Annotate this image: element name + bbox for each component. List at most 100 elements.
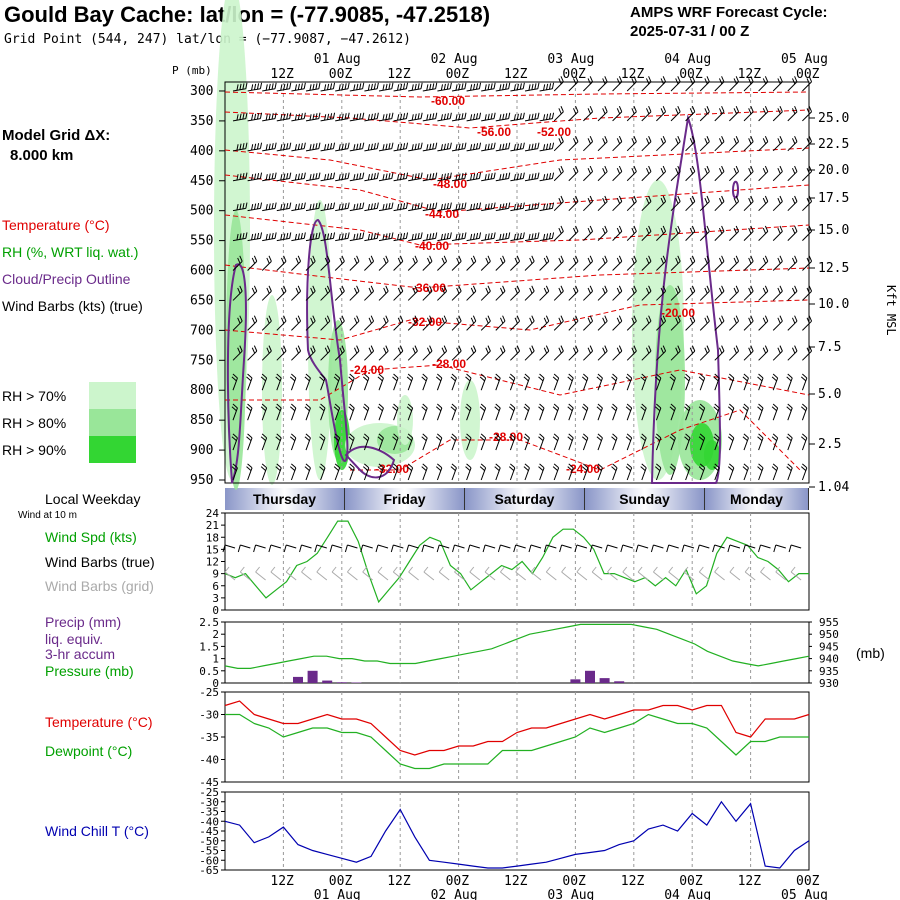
wind-barb-flag: [735, 285, 740, 292]
wind-barb-shaft: [305, 377, 311, 391]
wind-barb-shaft: [291, 118, 305, 122]
wind-barb-flag: [589, 76, 594, 82]
rh-shading: [262, 295, 282, 485]
wind-barb-flag: [543, 257, 548, 264]
wind-barb-flag: [618, 255, 623, 262]
wind-barb-shaft: [495, 437, 501, 451]
wind-barb-shaft: [247, 237, 261, 242]
wind-barb: [539, 202, 555, 212]
wind-barb-flag: [779, 345, 783, 352]
wind-barb: [670, 106, 681, 122]
wind-barb-flag: [777, 197, 781, 204]
wind-barb-flag: [280, 144, 283, 151]
wind-barb-flag: [602, 167, 606, 174]
wind-barb: [641, 135, 652, 152]
wind-barb-flag: [326, 285, 331, 292]
wind-barb-flag: [260, 406, 266, 412]
wind-barb-flag: [510, 403, 516, 409]
wind-barb-flag: [332, 82, 336, 89]
wind-barb-flag: [356, 113, 359, 120]
wind-barb-shaft: [787, 201, 798, 212]
wind-barb-flag: [596, 466, 602, 471]
wind-barb-shaft: [772, 81, 783, 92]
wind-barb: [670, 135, 681, 152]
wind-barb-flag: [502, 345, 506, 352]
wind-barb-flag: [344, 173, 347, 180]
legend-wind-speed: Wind Spd (kts): [45, 529, 137, 545]
wind-barb: [597, 255, 608, 271]
wind-barb-flag: [750, 106, 754, 112]
wind-barb-flag: [750, 315, 754, 322]
wind-barb-flag: [502, 83, 505, 90]
wind-barb-flag: [461, 113, 464, 120]
wind-barb-flag: [276, 433, 282, 439]
wind-barb-shaft: [787, 231, 798, 241]
wind-barb-shaft: [582, 467, 589, 481]
wind-barb-flag: [461, 202, 464, 210]
wind-barb-flag: [446, 143, 449, 150]
wind-barb-flag: [806, 167, 810, 174]
wind-barb-grid: [270, 566, 282, 581]
wind-barb-shaft: [802, 201, 812, 212]
wind-barb-flag: [714, 566, 719, 573]
wind-barb-flag: [470, 317, 475, 324]
wind-barb-shaft: [436, 437, 443, 451]
wind-barb: [393, 255, 404, 271]
temperature-contour: [224, 299, 810, 341]
wind-barb-flag: [779, 315, 783, 322]
wind-barb: [729, 315, 740, 331]
wind-barb: [334, 285, 345, 301]
wind-barb-shaft: [714, 260, 725, 271]
wind-barb-flag: [631, 317, 635, 324]
wind-barb-shaft: [656, 171, 666, 182]
wind-barb-flag: [568, 463, 574, 469]
top-hour-label: 00Z: [446, 67, 470, 82]
wind-barb-flag: [329, 143, 333, 150]
wind-barb-shaft: [524, 207, 538, 212]
wind-barb-flag: [411, 204, 414, 211]
wind-barb-flag: [446, 113, 449, 120]
wind-barb: [262, 172, 277, 182]
wind-barb: [305, 202, 321, 212]
wind-barb-shaft: [699, 111, 710, 122]
wind-barb-flag: [653, 566, 658, 573]
wind-barb-flag: [251, 287, 256, 294]
wind-barb-flag: [633, 106, 637, 112]
wind-barb-flag: [326, 255, 331, 262]
pressure-axis-title: P (mb): [172, 64, 212, 77]
grid-point-subtitle: Grid Point (544, 247) lat/lon = (−77.908…: [4, 32, 411, 47]
wind-chill-line: [224, 800, 810, 869]
wind-barb-flag: [411, 84, 414, 91]
wind-barb-flag: [560, 135, 564, 142]
wind-barb-flag: [748, 287, 752, 294]
wind-barb: [626, 106, 637, 122]
wind-barb-shaft: [495, 148, 509, 152]
wind-barb-shaft: [685, 350, 696, 361]
wind-barb-shaft: [683, 571, 695, 581]
wind-barb: [262, 112, 277, 122]
wind-barb: [669, 433, 676, 451]
wind-barb-flag: [344, 232, 347, 239]
wind-barb-shaft: [583, 290, 593, 301]
wind-barb-flag: [622, 566, 628, 573]
wind-barb-flag: [764, 225, 769, 232]
wind-barb-grid: [683, 566, 695, 581]
wind-barb-flag: [650, 544, 654, 553]
wind-barb: [481, 232, 496, 242]
wind-barb: [262, 232, 277, 242]
wind-barb: [348, 433, 355, 451]
wind-barb-flag: [505, 83, 508, 90]
wind-barb-shaft: [772, 201, 783, 212]
wind-barb-flag: [640, 406, 646, 412]
wind-barb-flag: [473, 203, 476, 210]
wind-barb-flag: [560, 76, 564, 82]
wind-barb: [335, 82, 350, 92]
wind-barb-flag: [602, 287, 606, 294]
legend-temperature: Temperature (°C): [2, 217, 110, 233]
wind-barb-grid: [377, 566, 389, 581]
wind-barb-shaft: [510, 260, 520, 271]
wind-barb-flag: [529, 257, 533, 264]
wind-barb: [349, 255, 360, 271]
wind-barb-flag: [261, 433, 267, 439]
wind-barb-flag: [587, 78, 591, 85]
